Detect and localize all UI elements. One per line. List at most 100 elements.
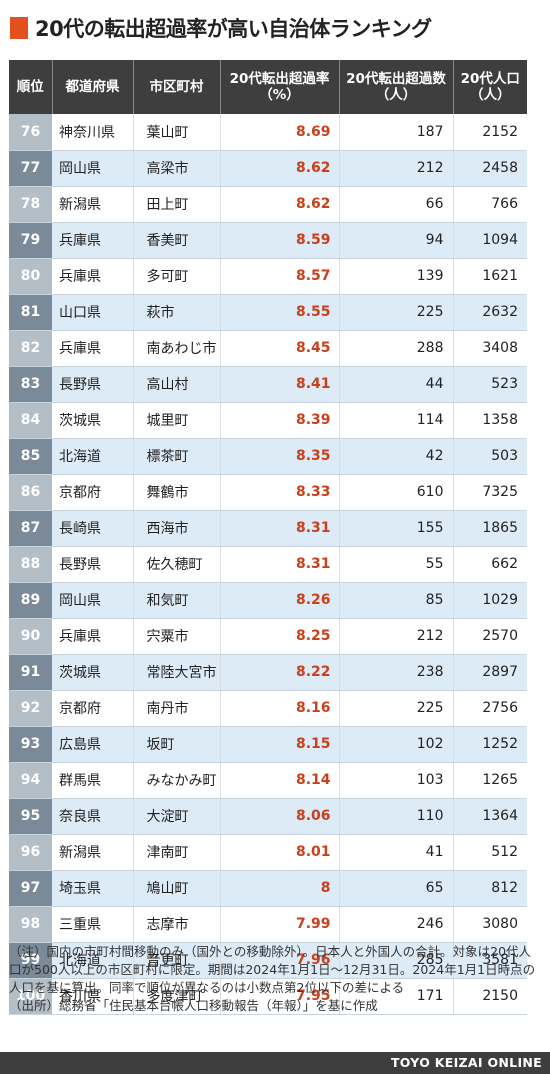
- outflow-cell: 66: [339, 186, 454, 223]
- rank-cell: 82: [9, 330, 52, 367]
- prefecture-cell: 広島県: [52, 726, 134, 763]
- outflow-cell: 212: [339, 150, 454, 187]
- municipality-cell: 音更町: [133, 942, 221, 979]
- population-cell: 2150: [453, 978, 527, 1015]
- population-cell: 2897: [453, 654, 527, 691]
- table-row: 89 岡山県 和気町 8.26 85 1029: [9, 582, 527, 619]
- rate-cell: 8.69: [220, 114, 340, 151]
- rank-cell: 96: [9, 834, 52, 871]
- outflow-cell: 41: [339, 834, 454, 871]
- table-row: 83 長野県 高山村 8.41 44 523: [9, 366, 527, 403]
- population-cell: 3408: [453, 330, 527, 367]
- municipality-cell: 佐久穂町: [133, 546, 221, 583]
- ranking-table: 順位 都道府県 市区町村 20代転出超過率 （%） 20代転出超過数 （人） 20代人口 …: [9, 60, 527, 1015]
- population-cell: 2458: [453, 150, 527, 187]
- population-cell: 2570: [453, 618, 527, 655]
- municipality-cell: みなかみ町: [133, 762, 221, 799]
- table-row: 96 新潟県 津南町 8.01 41 512: [9, 834, 527, 871]
- population-cell: 1252: [453, 726, 527, 763]
- table-row: 94 群馬県 みなかみ町 8.14 103 1265: [9, 762, 527, 799]
- header-rank: 順位: [9, 60, 53, 114]
- title-accent-square: [10, 17, 28, 39]
- population-cell: 523: [453, 366, 527, 403]
- rate-cell: 8.33: [220, 474, 340, 511]
- rate-cell: 8.62: [220, 186, 340, 223]
- table-row: 100 香川県 多度津町 7.95 171 2150: [9, 978, 527, 1015]
- outflow-cell: 225: [339, 690, 454, 727]
- outflow-cell: 171: [339, 978, 454, 1015]
- rate-cell: 8.57: [220, 258, 340, 295]
- rate-cell: 8.39: [220, 402, 340, 439]
- prefecture-cell: 新潟県: [52, 186, 134, 223]
- table-row: 80 兵庫県 多可町 8.57 139 1621: [9, 258, 527, 295]
- rank-cell: 92: [9, 690, 52, 727]
- table-row: 76 神奈川県 葉山町 8.69 187 2152: [9, 114, 527, 151]
- table-row: 93 広島県 坂町 8.15 102 1252: [9, 726, 527, 763]
- table-row: 82 兵庫県 南あわじ市 8.45 288 3408: [9, 330, 527, 367]
- outflow-cell: 44: [339, 366, 454, 403]
- rank-cell: 98: [9, 906, 52, 943]
- population-cell: 1265: [453, 762, 527, 799]
- rank-cell: 91: [9, 654, 52, 691]
- note-text: （注）国内の市町村間移動のみ（国外との移動除外）。日本人と外国人の合計。対象は2…: [9, 944, 536, 995]
- population-cell: 662: [453, 546, 527, 583]
- rank-cell: 86: [9, 474, 52, 511]
- municipality-cell: 田上町: [133, 186, 221, 223]
- rate-cell: 8.25: [220, 618, 340, 655]
- prefecture-cell: 茨城県: [52, 654, 134, 691]
- table-row: 78 新潟県 田上町 8.62 66 766: [9, 186, 527, 223]
- prefecture-cell: 兵庫県: [52, 330, 134, 367]
- prefecture-cell: 群馬県: [52, 762, 134, 799]
- prefecture-cell: 新潟県: [52, 834, 134, 871]
- table-row: 81 山口県 萩市 8.55 225 2632: [9, 294, 527, 331]
- municipality-cell: 多可町: [133, 258, 221, 295]
- table-row: 92 京都府 南丹市 8.16 225 2756: [9, 690, 527, 727]
- outflow-cell: 42: [339, 438, 454, 475]
- rank-cell: 79: [9, 222, 52, 259]
- prefecture-cell: 北海道: [52, 438, 134, 475]
- outflow-cell: 155: [339, 510, 454, 547]
- prefecture-cell: 山口県: [52, 294, 134, 331]
- municipality-cell: 鳩山町: [133, 870, 221, 907]
- population-cell: 512: [453, 834, 527, 871]
- rate-cell: 7.95: [220, 978, 340, 1015]
- population-cell: 1029: [453, 582, 527, 619]
- population-cell: 1621: [453, 258, 527, 295]
- notes: （注）国内の市町村間移動のみ（国外との移動除外）。日本人と外国人の合計。対象は2…: [9, 943, 543, 1015]
- table-body: 76 神奈川県 葉山町 8.69 187 2152 77 岡山県 高梁市 8.62 212 2458 7…: [9, 114, 527, 1015]
- header-rate: 20代転出超過率 （%）: [220, 60, 340, 114]
- page-title: 20代の転出超過率が高い自治体ランキング: [35, 17, 432, 41]
- table-row: 97 埼玉県 鳩山町 8 65 812: [9, 870, 527, 907]
- prefecture-cell: 茨城県: [52, 402, 134, 439]
- prefecture-cell: 北海道: [52, 942, 134, 979]
- outflow-cell: 187: [339, 114, 454, 151]
- municipality-cell: 多度津町: [133, 978, 221, 1015]
- population-cell: 7325: [453, 474, 527, 511]
- table-row: 99 北海道 音更町 7.96 285 3581: [9, 942, 527, 979]
- prefecture-cell: 京都府: [52, 474, 134, 511]
- municipality-cell: 和気町: [133, 582, 221, 619]
- rate-cell: 8.16: [220, 690, 340, 727]
- prefecture-cell: 長崎県: [52, 510, 134, 547]
- municipality-cell: 葉山町: [133, 114, 221, 151]
- rank-cell: 93: [9, 726, 52, 763]
- rate-cell: 8.59: [220, 222, 340, 259]
- outflow-cell: 212: [339, 618, 454, 655]
- rank-cell: 95: [9, 798, 52, 835]
- rank-cell: 87: [9, 510, 52, 547]
- table-row: 85 北海道 標茶町 8.35 42 503: [9, 438, 527, 475]
- rank-cell: 83: [9, 366, 52, 403]
- prefecture-cell: 奈良県: [52, 798, 134, 835]
- rate-cell: 8.62: [220, 150, 340, 187]
- municipality-cell: 宍粟市: [133, 618, 221, 655]
- population-cell: 503: [453, 438, 527, 475]
- municipality-cell: 舞鶴市: [133, 474, 221, 511]
- rank-cell: 97: [9, 870, 52, 907]
- table-row: 91 茨城県 常陸大宮市 8.22 238 2897: [9, 654, 527, 691]
- municipality-cell: 高山村: [133, 366, 221, 403]
- prefecture-cell: 兵庫県: [52, 618, 134, 655]
- population-cell: 3581: [453, 942, 527, 979]
- rate-cell: 8.14: [220, 762, 340, 799]
- header-municipality: 市区町村: [133, 60, 221, 114]
- rate-cell: 8.55: [220, 294, 340, 331]
